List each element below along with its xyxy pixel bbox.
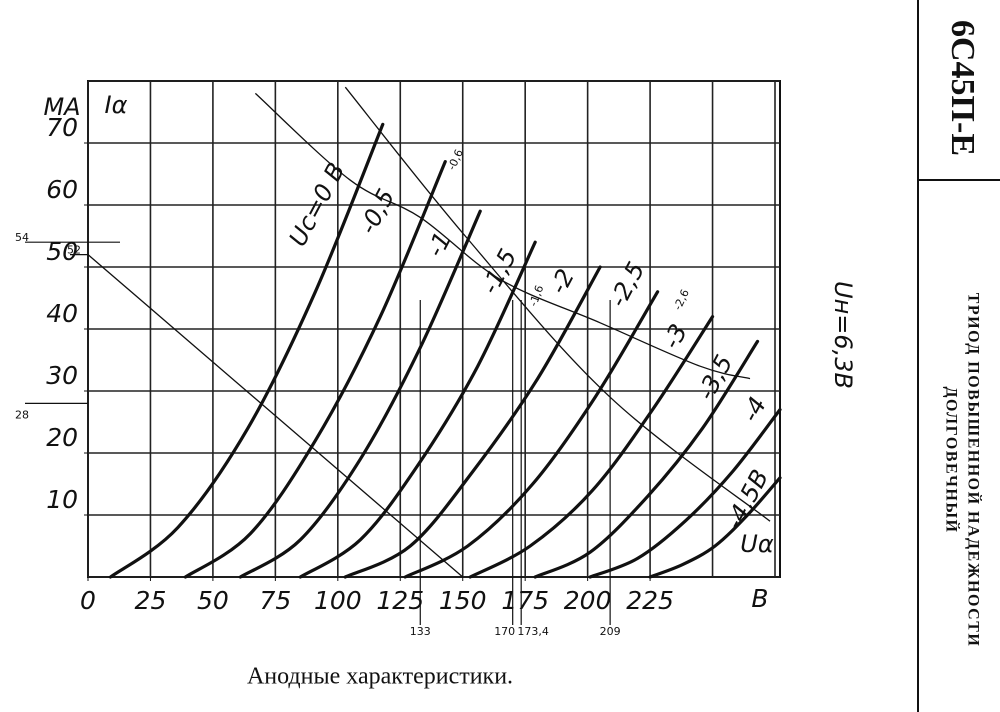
y-tick-label: 70 (46, 113, 78, 142)
characteristic-curve (403, 290, 660, 579)
curve-label: -1,5 (476, 244, 523, 298)
x-unit: B (751, 584, 768, 613)
characteristic-curve (648, 476, 782, 579)
x-tick-label: 200 (564, 586, 612, 615)
reference-line (87, 254, 464, 578)
y-tick-label: 20 (46, 423, 78, 452)
x-tick-label: 150 (439, 586, 487, 615)
curve-label: -3 (657, 319, 693, 353)
x-label: Uα (740, 530, 774, 558)
y-tick-label: 40 (46, 299, 78, 328)
characteristic-curve (238, 209, 482, 579)
annotation: -1,6 (527, 284, 547, 309)
marker-label: 209 (600, 625, 621, 638)
x-tick-label: 125 (376, 586, 424, 615)
characteristic-curve (533, 339, 760, 579)
y-label: Iα (105, 91, 128, 119)
curve-label: -3,5 (692, 350, 739, 404)
characteristic-curve (298, 240, 537, 579)
characteristic-curve (108, 122, 385, 579)
y-tick-label: 30 (46, 361, 78, 390)
y-unit: MA (43, 93, 80, 121)
caption: Анодные характеристики. (247, 664, 513, 690)
x-tick-label: 75 (259, 586, 291, 615)
characteristic-curve (468, 315, 715, 579)
side-text: ДОЛГОВЕЧНЫЙ (942, 387, 961, 534)
side-text: ТРИОД ПОВЫШЕННОЙ НАДЕЖНОСТИ (964, 293, 983, 648)
marker-label: 170 (494, 625, 515, 638)
x-tick-label: 225 (626, 586, 674, 615)
characteristic-curve (183, 160, 447, 579)
x-tick-label: 25 (135, 586, 167, 615)
tube-code: 6С45П-Е (944, 20, 981, 156)
x-tick-label: 100 (314, 586, 362, 615)
marker-label: 28 (15, 408, 29, 421)
y-tick-label: 10 (46, 485, 78, 514)
marker-label: 133 (410, 625, 431, 638)
marker-label: 54 (15, 231, 29, 244)
marker-label: 173,4 (517, 625, 549, 638)
reference-line (344, 86, 771, 522)
reference-line (254, 92, 751, 380)
curve-label: -2,5 (604, 257, 651, 311)
characteristic-curve (588, 408, 782, 579)
x-tick-label: 175 (501, 586, 549, 615)
marker-label: 52 (67, 244, 81, 257)
y-tick-label: 60 (46, 175, 78, 204)
x-tick-label: 50 (197, 586, 229, 615)
curve-label: -0,5 (354, 184, 401, 238)
curve-label: -2 (544, 264, 580, 298)
curve-label: -4 (736, 392, 772, 426)
characteristic-curve (343, 265, 602, 579)
x-tick-label: 0 (80, 586, 96, 615)
heater-note: Uн=6,3B (829, 281, 857, 389)
annotation: -2,6 (671, 287, 692, 312)
